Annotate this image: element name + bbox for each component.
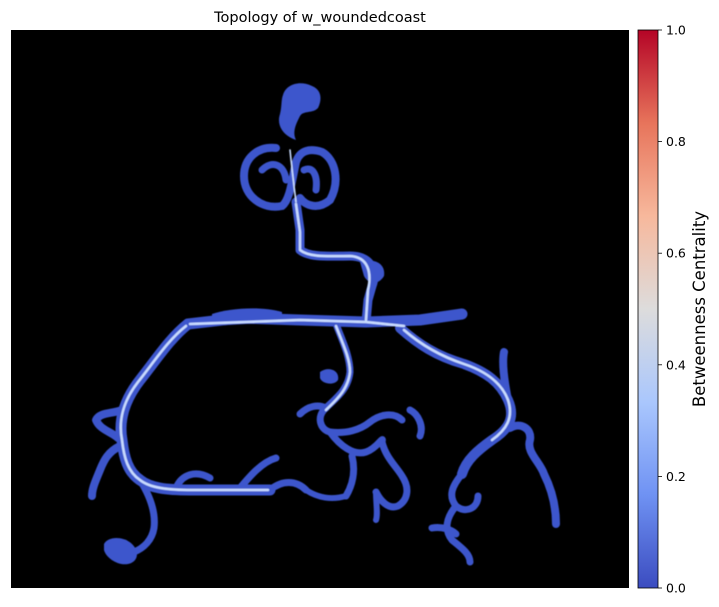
- colorbar-tick-label: 0.8: [666, 134, 686, 149]
- map-blob-left-bottom: [104, 538, 137, 565]
- colorbar-tick-label: 0.4: [666, 357, 686, 372]
- colorbar-tick-label: 0.6: [666, 246, 686, 261]
- map-center-loops: [296, 402, 425, 511]
- map-spur-left-top: [88, 406, 126, 500]
- colorbar-label: Betweenness Centrality: [690, 211, 709, 407]
- colorbar: [637, 29, 659, 589]
- map-center-small-blob: [320, 369, 339, 384]
- map-bottom-bumps: [172, 454, 310, 494]
- map-high-centrality-paths: [119, 149, 512, 492]
- map-loop-upper: [240, 143, 340, 211]
- map-spur-center-lower: [303, 487, 380, 523]
- highlight-stem: [294, 202, 371, 322]
- map-cluster-right-lower: [428, 470, 482, 566]
- highlight-loop-upper: [289, 149, 297, 203]
- highlight-left: [119, 324, 270, 492]
- highlight-center: [324, 324, 352, 412]
- chart-title: Topology of w_woundedcoast: [213, 10, 426, 26]
- highlight-right: [402, 328, 512, 442]
- map-region-head: [278, 83, 321, 140]
- map-spur-left-bottom: [130, 476, 158, 556]
- plot-area: [11, 30, 629, 588]
- colorbar-tick-label: 0.0: [666, 581, 686, 596]
- colorbar-ticks: 0.0 0.2 0.4 0.6 0.8 1.0: [658, 23, 686, 596]
- colorbar-tick-label: 1.0: [666, 23, 686, 38]
- highlight-top: [188, 318, 406, 328]
- map-topology: [88, 83, 560, 566]
- map-loop-inner: [258, 161, 320, 194]
- colorbar-tick-label: 0.2: [666, 469, 686, 484]
